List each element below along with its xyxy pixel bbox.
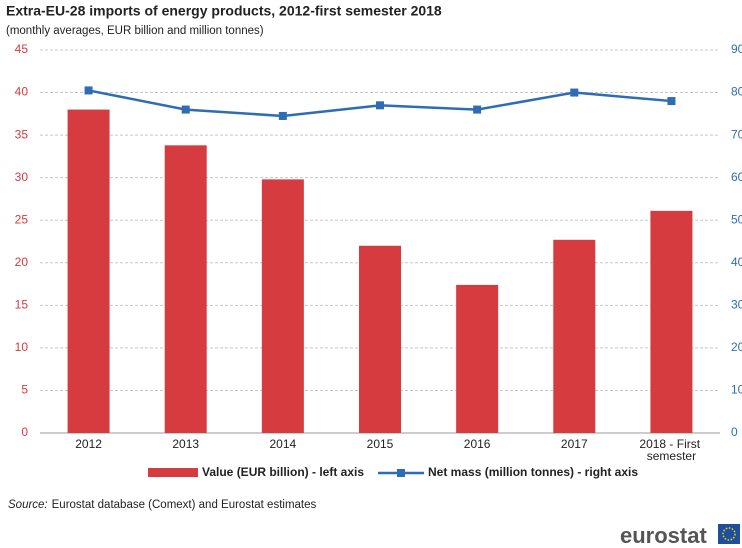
legend-swatch bbox=[397, 469, 405, 477]
legend-swatch bbox=[148, 468, 198, 477]
x-tick-label: 2013 bbox=[172, 437, 199, 451]
bar bbox=[359, 245, 401, 433]
y-tick-label: 25 bbox=[15, 212, 29, 226]
y2-tick-label: 60 bbox=[731, 170, 742, 184]
y-tick-label: 15 bbox=[15, 298, 29, 312]
line-marker bbox=[278, 111, 287, 120]
x-tick-label: 2014 bbox=[270, 437, 297, 451]
x-tick-label: 2016 bbox=[464, 437, 491, 451]
chart-title: Extra-EU-28 imports of energy products, … bbox=[6, 3, 442, 19]
eu-stars bbox=[722, 527, 736, 541]
y-tick-label: 5 bbox=[21, 383, 28, 397]
bar bbox=[553, 239, 596, 433]
y2-tick-label: 70 bbox=[731, 127, 742, 141]
y2-tick-label: 0 bbox=[731, 425, 738, 439]
legend-label: Net mass (million tonnes) - right axis bbox=[428, 465, 638, 479]
line-marker bbox=[570, 88, 579, 97]
bar bbox=[67, 109, 110, 434]
logo: eurostat bbox=[620, 523, 707, 548]
y2-tick-label: 90 bbox=[731, 42, 742, 56]
y-tick-label: 10 bbox=[15, 340, 29, 354]
eu-flag bbox=[718, 524, 740, 544]
line-marker bbox=[181, 105, 190, 114]
x-tick-label: 2018 - First semester bbox=[639, 437, 703, 463]
y2-tick-label: 80 bbox=[731, 85, 742, 99]
line-marker bbox=[376, 101, 384, 110]
y-tick-label: 40 bbox=[15, 85, 29, 99]
chart-subtitle: (monthly averages, EUR billion and milli… bbox=[6, 25, 264, 37]
y2-tick-label: 10 bbox=[731, 383, 742, 397]
line-marker bbox=[473, 105, 482, 114]
legend-label: Value (EUR billion) - left axis bbox=[202, 465, 364, 479]
y-tick-label: 35 bbox=[15, 127, 29, 141]
bar bbox=[164, 145, 207, 433]
line-marker bbox=[84, 86, 93, 95]
y2-tick-label: 20 bbox=[731, 340, 742, 354]
y-tick-label: 0 bbox=[21, 425, 28, 439]
y2-tick-label: 50 bbox=[731, 212, 742, 226]
y2-tick-label: 30 bbox=[731, 298, 742, 312]
x-tick-label: 2012 bbox=[75, 437, 102, 451]
y-tick-label: 30 bbox=[15, 170, 29, 184]
source: Source: Eurostat database (Comext) and Eu… bbox=[8, 499, 317, 511]
bar bbox=[261, 179, 304, 433]
source-label: Source: bbox=[8, 499, 48, 511]
x-tick-label: 2015 bbox=[367, 437, 394, 451]
bar bbox=[456, 284, 499, 433]
y2-tick-label: 40 bbox=[731, 255, 742, 269]
source-text: Eurostat database (Comext) and Eurostat … bbox=[52, 499, 317, 511]
y-tick-label: 45 bbox=[15, 42, 29, 56]
line-marker bbox=[667, 97, 676, 106]
bar bbox=[650, 210, 693, 433]
x-tick-label: 2017 bbox=[561, 437, 588, 451]
y-tick-label: 20 bbox=[15, 255, 29, 269]
